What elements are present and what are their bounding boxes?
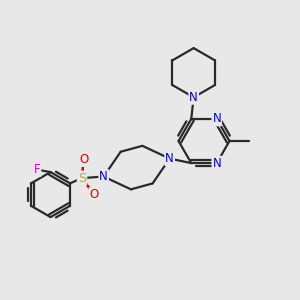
Text: O: O: [89, 188, 99, 201]
Text: N: N: [165, 152, 174, 165]
Text: S: S: [78, 172, 86, 184]
Text: N: N: [212, 157, 221, 169]
Text: N: N: [212, 112, 221, 125]
Text: N: N: [99, 170, 108, 183]
Text: O: O: [79, 153, 88, 166]
Text: F: F: [34, 163, 40, 176]
Text: N: N: [189, 91, 198, 104]
